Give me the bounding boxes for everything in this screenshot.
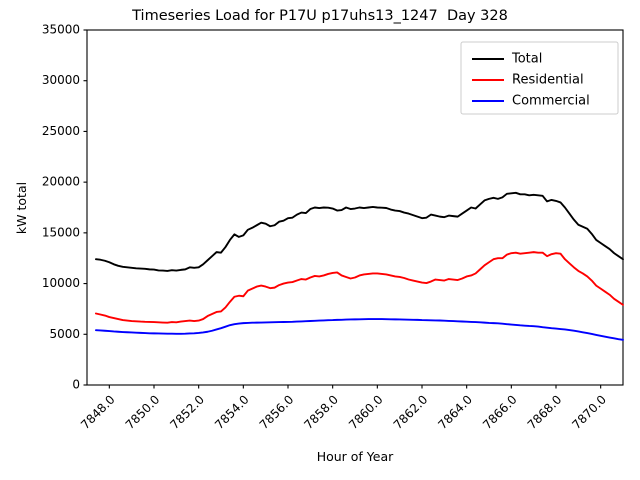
y-tick-label: 25000 bbox=[42, 124, 80, 138]
x-tick-label: 7852.0 bbox=[167, 392, 207, 432]
x-tick-label: 7862.0 bbox=[391, 392, 431, 432]
y-axis-ticks: 0 5000 10000 15000 20000 25000 30000 35000 bbox=[42, 23, 87, 392]
x-tick-label: 7848.0 bbox=[78, 392, 118, 432]
x-tick-label: 7856.0 bbox=[257, 392, 297, 432]
y-tick-label: 10000 bbox=[42, 276, 80, 290]
y-tick-label: 35000 bbox=[42, 23, 80, 37]
x-axis-label: Hour of Year bbox=[317, 449, 394, 464]
y-tick-label: 15000 bbox=[42, 225, 80, 239]
y-tick-label: 5000 bbox=[49, 327, 80, 341]
x-tick-label: 7858.0 bbox=[301, 392, 341, 432]
x-tick-label: 7864.0 bbox=[435, 392, 475, 432]
x-tick-label: 7866.0 bbox=[480, 392, 520, 432]
plot-border bbox=[86, 29, 624, 386]
axes-frame bbox=[86, 29, 624, 386]
page-title: Timeseries Load for P17U p17uhs13_1247 D… bbox=[132, 8, 508, 24]
x-tick-label: 7854.0 bbox=[212, 392, 252, 432]
series-line-commercial bbox=[94, 318, 624, 341]
x-tick-label: 7860.0 bbox=[346, 392, 386, 432]
x-axis-ticks: 7848.0 7850.0 7852.0 7854.0 7856.0 7858.0 7860… bbox=[78, 385, 609, 432]
legend-label-total: Total bbox=[511, 52, 542, 67]
x-tick-label: 7868.0 bbox=[525, 392, 565, 432]
series-line-total bbox=[94, 191, 624, 272]
chart-legend[interactable]: Total Residential Commercial bbox=[460, 41, 619, 115]
y-axis-label: kW total bbox=[14, 182, 29, 234]
legend-label-residential: Residential bbox=[512, 73, 584, 88]
legend-label-commercial: Commercial bbox=[512, 94, 590, 109]
series-line-residential bbox=[94, 251, 624, 324]
y-tick-label: 30000 bbox=[42, 73, 80, 87]
x-tick-label: 7850.0 bbox=[123, 392, 163, 432]
y-tick-label: 20000 bbox=[42, 175, 80, 189]
y-tick-label: 0 bbox=[72, 378, 80, 392]
data-series-group bbox=[94, 191, 624, 341]
x-tick-label: 7870.0 bbox=[569, 392, 609, 432]
